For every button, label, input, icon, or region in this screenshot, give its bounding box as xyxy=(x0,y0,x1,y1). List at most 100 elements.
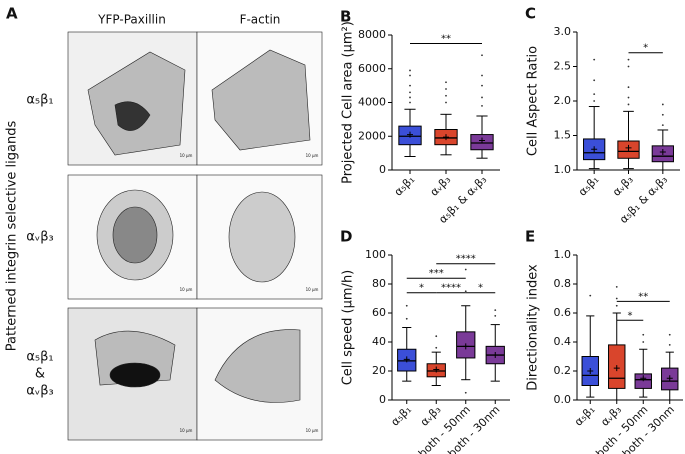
scale-bar: 10 µm xyxy=(306,287,319,292)
significance-label: ** xyxy=(441,33,451,44)
x-tick-label: αᵥβ₃ xyxy=(418,403,444,429)
significance-label: * xyxy=(628,310,633,321)
outlier xyxy=(435,335,438,338)
y-tick-label: 1.0 xyxy=(554,163,572,176)
panel-letter: C xyxy=(525,5,536,23)
scale-bar: 10 µm xyxy=(306,428,319,433)
outlier xyxy=(615,304,618,307)
outlier xyxy=(615,286,618,288)
y-axis-label: Projected Cell area (µm²) xyxy=(341,21,356,184)
y-tick-label: 8000 xyxy=(358,28,386,41)
column-header: F-actin xyxy=(240,13,281,27)
outlier xyxy=(409,101,411,104)
outlier xyxy=(409,84,411,87)
y-tick-label: 0 xyxy=(379,163,386,176)
mean-marker xyxy=(479,137,485,144)
outlier xyxy=(668,333,671,336)
outlier xyxy=(405,317,408,320)
outlier xyxy=(627,65,630,68)
outlier xyxy=(445,81,447,84)
outlier xyxy=(494,315,497,317)
x-tick-label: αᵥβ₃ xyxy=(610,173,636,199)
y-tick-label: 0.8 xyxy=(554,277,572,290)
y-axis-label: Cell Aspect Ratio xyxy=(526,46,541,156)
x-tick-label: α₅β₁ xyxy=(392,173,418,199)
outlier xyxy=(481,96,483,99)
outlier xyxy=(481,74,483,77)
side-label: Patterned integrin selective ligands xyxy=(5,121,20,352)
outlier xyxy=(627,96,630,99)
y-tick-label: 0.4 xyxy=(554,335,572,348)
y-tick-label: 0.6 xyxy=(554,306,572,319)
outlier xyxy=(661,103,664,106)
y-axis-label: Cell speed (µm/h) xyxy=(341,270,356,386)
outlier xyxy=(627,58,630,61)
mean-marker xyxy=(403,356,410,363)
mean-marker xyxy=(613,365,620,372)
row-label: αᵥβ₃ xyxy=(26,230,54,245)
x-tick-label: α₅β₁ xyxy=(572,403,598,429)
y-tick-label: 80 xyxy=(372,277,386,290)
y-tick-label: 60 xyxy=(372,306,386,319)
row-label: & xyxy=(35,367,45,382)
mean-marker xyxy=(443,134,449,141)
row-label: α₅β₁ xyxy=(26,350,53,365)
scale-bar: 10 µm xyxy=(180,287,193,292)
y-tick-label: 6000 xyxy=(358,62,386,75)
significance-label: * xyxy=(478,283,483,294)
y-tick-label: 0.0 xyxy=(554,393,572,406)
y-tick-label: 1.5 xyxy=(554,129,572,142)
y-tick-label: 2.0 xyxy=(554,94,572,107)
y-tick-label: 0.2 xyxy=(554,364,572,377)
significance-label: **** xyxy=(456,254,476,265)
outlier xyxy=(464,391,467,394)
outlier xyxy=(409,74,411,77)
outlier xyxy=(668,344,671,346)
row-label: αᵥβ₃ xyxy=(26,384,54,399)
outlier xyxy=(445,101,447,104)
outlier xyxy=(445,88,447,90)
mean-marker xyxy=(640,375,647,382)
outlier xyxy=(409,91,411,94)
mean-marker xyxy=(492,352,499,359)
outlier xyxy=(661,124,664,127)
significance-label: * xyxy=(643,43,648,54)
significance-label: * xyxy=(419,283,424,294)
y-axis-label: Directionality index xyxy=(526,264,541,391)
outlier xyxy=(409,96,411,99)
mean-marker xyxy=(591,146,598,153)
mean-marker xyxy=(625,144,632,151)
y-tick-label: 100 xyxy=(365,248,386,261)
x-tick-label: αᵥβ₃ xyxy=(428,173,454,199)
scale-bar: 10 µm xyxy=(306,153,319,158)
significance-label: **** xyxy=(441,283,461,294)
outlier xyxy=(627,103,630,106)
mean-marker xyxy=(462,343,469,350)
column-header: YFP-Paxillin xyxy=(97,13,166,27)
mean-marker xyxy=(433,366,440,373)
outlier xyxy=(615,297,618,300)
outlier xyxy=(593,93,596,95)
outlier xyxy=(593,100,596,102)
y-tick-label: 2.5 xyxy=(554,60,572,73)
outlier xyxy=(445,94,447,97)
y-tick-label: 0 xyxy=(379,393,386,406)
outlier xyxy=(589,294,592,297)
outlier xyxy=(593,58,596,61)
scale-bar: 10 µm xyxy=(180,428,193,433)
outlier xyxy=(661,113,664,116)
outlier xyxy=(481,84,483,87)
y-tick-label: 2000 xyxy=(358,129,386,142)
outlier xyxy=(464,290,467,293)
panel-letter: E xyxy=(525,228,535,246)
outlier xyxy=(481,54,483,57)
outlier xyxy=(642,341,645,343)
outlier xyxy=(435,346,438,349)
outlier xyxy=(481,104,483,107)
panel-letter: A xyxy=(6,5,18,23)
mean-marker xyxy=(407,131,413,138)
outlier xyxy=(627,86,630,89)
panel-letter: D xyxy=(340,228,352,246)
outlier xyxy=(642,333,645,336)
